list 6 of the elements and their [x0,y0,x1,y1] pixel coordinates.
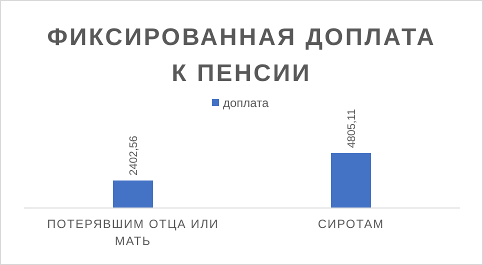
legend-label: доплата [223,96,269,110]
x-tick-label: СИРОТАМ [318,217,384,231]
data-label: 4805,11 [346,109,358,148]
x-tick-label: ПОТЕРЯВШИМ ОТЦА ИЛИ МАТЬ [47,217,219,248]
data-label: 2402,56 [128,136,140,176]
chart-title: ФИКСИРОВАННАЯ ДОПЛАТА К ПЕНСИИ [47,24,436,87]
